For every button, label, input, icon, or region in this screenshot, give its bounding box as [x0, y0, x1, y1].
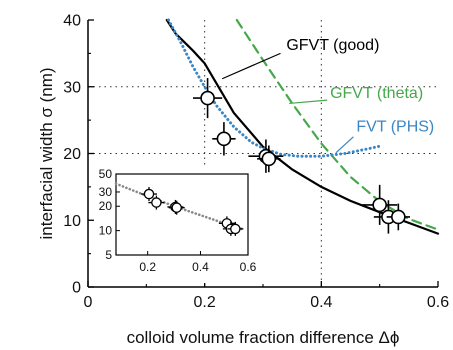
- y-tick-label: 30: [63, 79, 81, 96]
- y-tick-label: 0: [72, 280, 81, 297]
- annotation-leader: [289, 99, 328, 105]
- inset-y-tick-label: 20: [99, 199, 113, 213]
- x-tick-label: 0: [84, 294, 93, 311]
- data-points: [193, 78, 410, 234]
- curve-label: GFVT (theta): [330, 85, 423, 102]
- inset-frame: [115, 173, 249, 256]
- inset-data-point: [230, 223, 241, 235]
- data-point: [261, 151, 277, 167]
- series-line-3: [167, 18, 382, 158]
- annotation-leader: [221, 52, 281, 80]
- inset-data-point: [143, 188, 155, 200]
- chart-labels: GFVT (good) GFVT (theta) FVT (PHS): [221, 37, 434, 154]
- y-tick-label: 10: [63, 213, 81, 230]
- inset-y-tick-label: 50: [99, 167, 113, 181]
- annotation-leader: [335, 136, 354, 154]
- inset-x-tick-label: 0.6: [240, 260, 257, 274]
- x-tick-label: 0.6: [427, 294, 449, 311]
- inset-y-tick-label: 5: [105, 248, 112, 262]
- data-point: [372, 197, 387, 213]
- curve-label: FVT (PHS): [356, 118, 434, 135]
- inset-data-point: [171, 202, 182, 213]
- inset-y-tick-label: 30: [99, 185, 113, 199]
- x-axis-title: colloid volume fraction difference Δϕ: [127, 328, 400, 347]
- inset-background: [104, 165, 256, 283]
- inset-x-tick-label: 0.4: [192, 260, 209, 274]
- x-tick-label: 0.2: [194, 294, 216, 311]
- y-tick-label: 40: [63, 13, 81, 30]
- y-tick-label: 20: [63, 146, 81, 163]
- x-tick-label: 0.4: [310, 294, 332, 311]
- data-point: [391, 209, 406, 225]
- curve-label: GFVT (good): [286, 37, 379, 54]
- data-point: [200, 90, 215, 106]
- inset-data-point: [151, 197, 162, 208]
- inset-x-tick-label: 0.2: [139, 260, 156, 274]
- y-axis-title: interfacial width σ (nm): [37, 67, 56, 239]
- data-point: [216, 131, 232, 147]
- inset-y-tick-label: 10: [99, 224, 113, 238]
